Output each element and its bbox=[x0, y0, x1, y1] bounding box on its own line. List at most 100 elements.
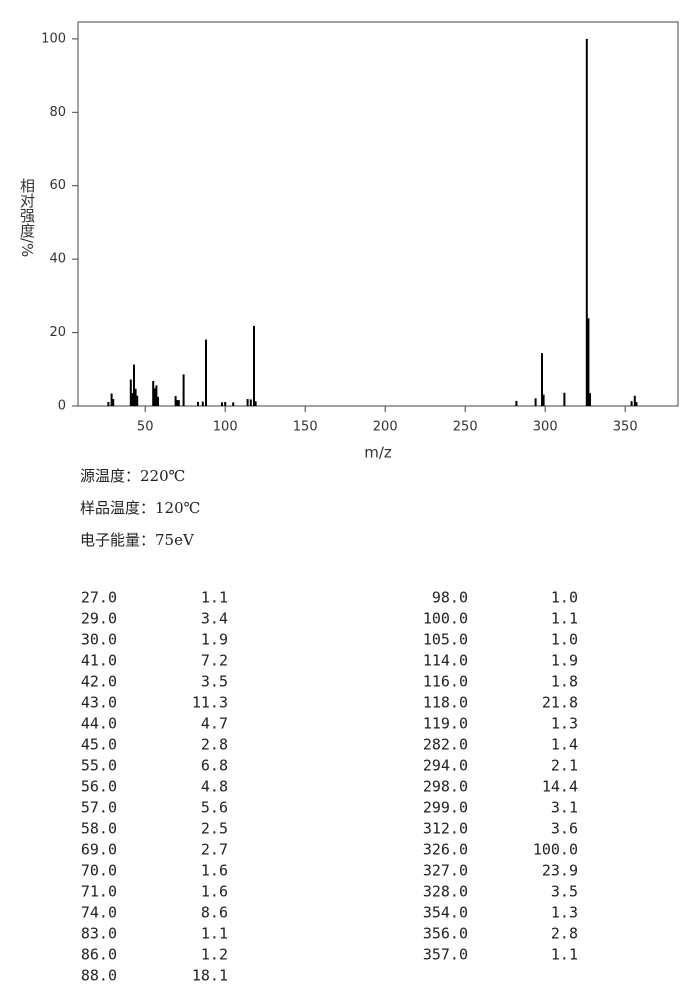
peak bbox=[589, 393, 591, 406]
y-tick-label: 40 bbox=[49, 252, 66, 267]
peak bbox=[635, 401, 638, 406]
intensity: 11.3 bbox=[192, 694, 228, 712]
mz: 299.0 bbox=[423, 799, 468, 817]
mz: 70.0 bbox=[81, 862, 117, 880]
intensity: 5.6 bbox=[201, 799, 228, 817]
mz: 294.0 bbox=[423, 757, 468, 775]
peak bbox=[174, 396, 177, 406]
mz: 29.0 bbox=[81, 610, 117, 628]
mz: 74.0 bbox=[81, 904, 117, 922]
intensity: 2.8 bbox=[201, 736, 228, 754]
mz: 88.0 bbox=[81, 967, 117, 985]
peak bbox=[253, 325, 255, 406]
mz: 328.0 bbox=[423, 883, 468, 901]
condition: 源温度：220℃ bbox=[80, 467, 185, 485]
x-tick-label: 200 bbox=[373, 420, 398, 435]
intensity: 1.3 bbox=[551, 904, 578, 922]
mz: 105.0 bbox=[423, 631, 468, 649]
peak bbox=[110, 393, 113, 406]
intensity: 1.0 bbox=[551, 589, 578, 607]
intensity: 1.6 bbox=[201, 862, 228, 880]
mz: 100.0 bbox=[423, 610, 468, 628]
peak bbox=[152, 381, 155, 406]
peak bbox=[249, 399, 252, 406]
intensity: 23.9 bbox=[542, 862, 578, 880]
peak bbox=[131, 393, 134, 406]
intensity: 14.4 bbox=[542, 778, 578, 796]
peak bbox=[153, 388, 156, 406]
mz: 119.0 bbox=[423, 715, 468, 733]
intensity: 4.7 bbox=[201, 715, 228, 733]
mz: 114.0 bbox=[423, 652, 468, 670]
mz: 357.0 bbox=[423, 946, 468, 964]
peak bbox=[541, 353, 543, 406]
mz: 71.0 bbox=[81, 883, 117, 901]
intensity: 1.3 bbox=[551, 715, 578, 733]
mz: 86.0 bbox=[81, 946, 117, 964]
intensity: 1.1 bbox=[201, 925, 228, 943]
x-tick-label: 250 bbox=[453, 420, 478, 435]
peak bbox=[232, 402, 235, 406]
intensity: 21.8 bbox=[542, 694, 578, 712]
peak bbox=[112, 399, 115, 406]
x-axis-label: m/z bbox=[364, 444, 392, 462]
mz: 57.0 bbox=[81, 799, 117, 817]
intensity: 4.8 bbox=[201, 778, 228, 796]
intensity: 3.4 bbox=[201, 610, 228, 628]
mz: 83.0 bbox=[81, 925, 117, 943]
intensity: 100.0 bbox=[533, 841, 578, 859]
peak bbox=[133, 364, 135, 406]
mz: 43.0 bbox=[81, 694, 117, 712]
intensity: 1.9 bbox=[551, 652, 578, 670]
y-tick-label: 20 bbox=[49, 325, 66, 340]
intensity: 6.8 bbox=[201, 757, 228, 775]
y-tick-label: 100 bbox=[41, 31, 66, 46]
peak bbox=[254, 401, 257, 406]
peak bbox=[177, 400, 180, 406]
intensity: 1.1 bbox=[551, 946, 578, 964]
peak bbox=[585, 38, 588, 407]
peak bbox=[136, 395, 139, 406]
y-tick-label: 80 bbox=[49, 105, 66, 120]
intensity: 1.8 bbox=[551, 673, 578, 691]
peak bbox=[134, 388, 137, 406]
peak bbox=[633, 395, 636, 406]
mz: 116.0 bbox=[423, 673, 468, 691]
x-tick-label: 300 bbox=[533, 420, 558, 435]
peak bbox=[587, 318, 590, 406]
x-tick-label: 350 bbox=[613, 420, 638, 435]
mz: 327.0 bbox=[423, 862, 468, 880]
peak bbox=[221, 402, 223, 406]
intensity: 1.1 bbox=[551, 610, 578, 628]
x-tick-label: 150 bbox=[293, 420, 318, 435]
peak bbox=[534, 398, 537, 406]
intensity: 2.7 bbox=[201, 841, 228, 859]
mz: 42.0 bbox=[81, 673, 117, 691]
mz: 55.0 bbox=[81, 757, 117, 775]
peak bbox=[542, 394, 545, 406]
peak bbox=[155, 385, 158, 406]
mz: 69.0 bbox=[81, 841, 117, 859]
intensity: 18.1 bbox=[192, 967, 228, 985]
y-tick-label: 0 bbox=[58, 399, 66, 414]
peak bbox=[201, 401, 204, 406]
mz: 312.0 bbox=[423, 820, 468, 838]
intensity: 3.5 bbox=[201, 673, 228, 691]
mz: 356.0 bbox=[423, 925, 468, 943]
mz: 58.0 bbox=[81, 820, 117, 838]
peak bbox=[176, 400, 179, 406]
peak bbox=[197, 401, 199, 406]
intensity: 1.9 bbox=[201, 631, 228, 649]
peak bbox=[157, 396, 159, 406]
mz: 30.0 bbox=[81, 631, 117, 649]
x-tick-label: 50 bbox=[137, 420, 154, 435]
intensity: 1.4 bbox=[551, 736, 578, 754]
intensity: 1.2 bbox=[201, 946, 228, 964]
peak bbox=[563, 392, 566, 406]
mz: 45.0 bbox=[81, 736, 117, 754]
intensity: 7.2 bbox=[201, 652, 228, 670]
plot-frame bbox=[77, 21, 679, 407]
intensity: 3.5 bbox=[551, 883, 578, 901]
peak bbox=[246, 399, 249, 406]
peak bbox=[129, 379, 132, 406]
